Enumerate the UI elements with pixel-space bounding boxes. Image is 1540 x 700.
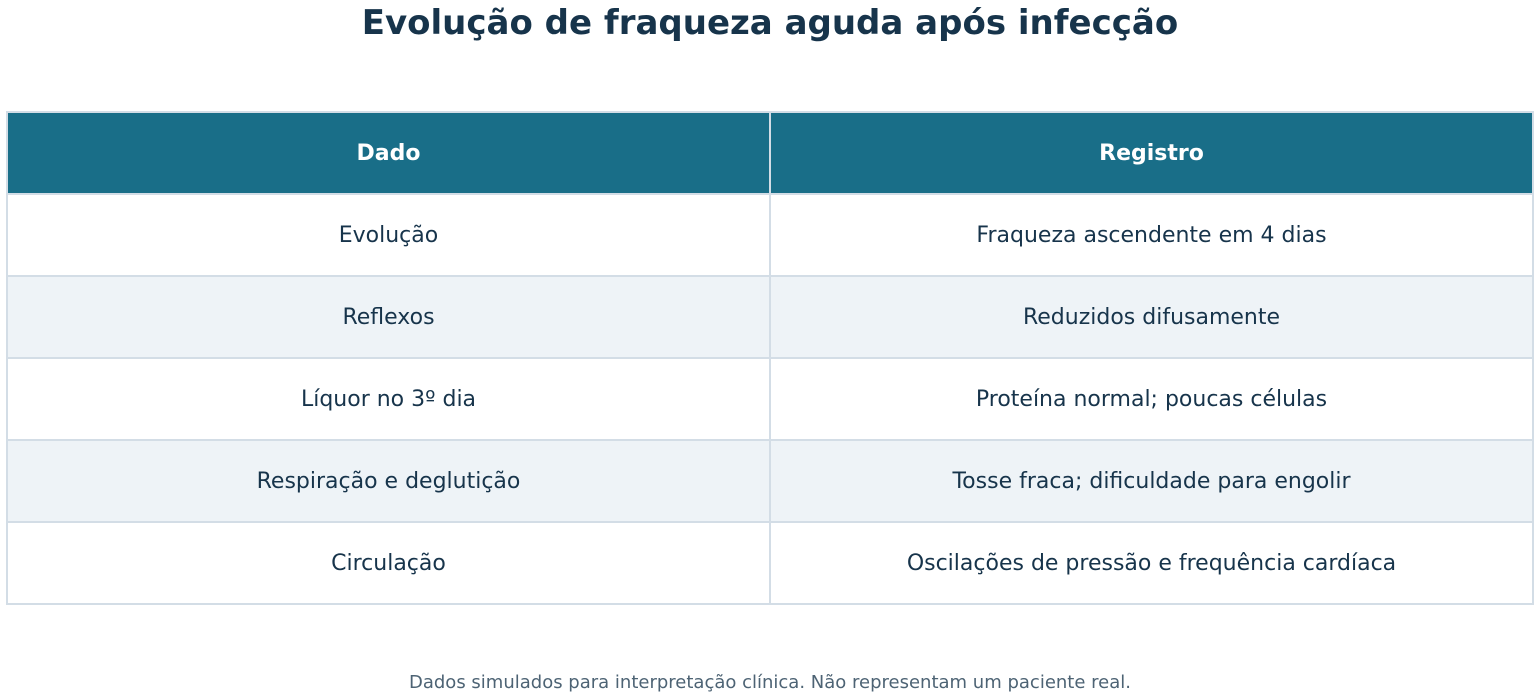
table-row: Circulação Oscilações de pressão e frequê… (6, 521, 1534, 605)
table-cell: Proteína normal; poucas células (769, 357, 1534, 441)
header-cell: Dado (6, 111, 771, 195)
table-cell: Circulação (6, 521, 771, 605)
table-cell: Tosse fraca; dificuldade para engolir (769, 439, 1534, 523)
table-cell: Oscilações de pressão e frequência cardí… (769, 521, 1534, 605)
table-row: Líquor no 3º dia Proteína normal; poucas … (6, 357, 1534, 441)
footnote: Dados simulados para interpretação clíni… (408, 672, 1131, 693)
header-row: Dado Registro (6, 111, 1534, 195)
data-table: Dado Registro Evolução Fraqueza ascendente… (6, 111, 1534, 605)
table-row: Evolução Fraqueza ascendente em 4 dias (6, 193, 1534, 277)
table-cell: Reflexos (6, 275, 771, 359)
header-cell: Registro (769, 111, 1534, 195)
table-row: Reflexos Reduzidos difusamente (6, 275, 1534, 359)
table-cell: Líquor no 3º dia (6, 357, 771, 441)
table-cell: Respiração e deglutição (6, 439, 771, 523)
table-cell: Evolução (6, 193, 771, 277)
title: Evolução de fraqueza aguda após infecção (361, 3, 1179, 43)
table-cell: Reduzidos difusamente (769, 275, 1534, 359)
table-row: Respiração e deglutição Tosse fraca; difi… (6, 439, 1534, 523)
table-cell: Fraqueza ascendente em 4 dias (769, 193, 1534, 277)
table-body: Evolução Fraqueza ascendente em 4 dias Ref… (6, 193, 1534, 605)
